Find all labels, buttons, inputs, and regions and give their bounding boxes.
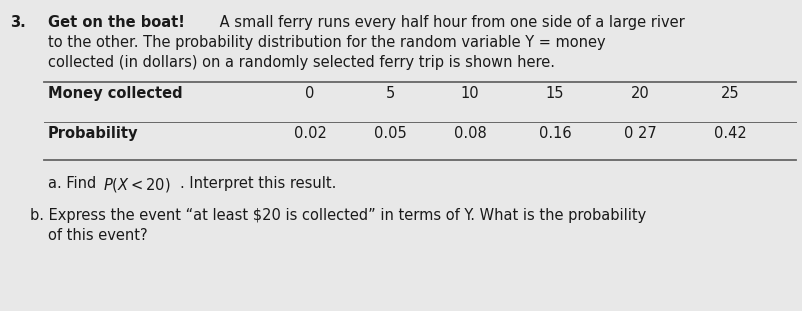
Text: 20: 20 — [630, 86, 649, 101]
Text: 10: 10 — [460, 86, 479, 101]
Text: 0.42: 0.42 — [713, 126, 745, 141]
Text: 0.08: 0.08 — [453, 126, 486, 141]
Text: 0 27: 0 27 — [623, 126, 655, 141]
Text: of this event?: of this event? — [48, 228, 148, 243]
Text: 0: 0 — [305, 86, 314, 101]
Text: 0.05: 0.05 — [373, 126, 406, 141]
Text: $P(X<20)$: $P(X<20)$ — [103, 176, 170, 194]
Text: 0.02: 0.02 — [294, 126, 326, 141]
Text: a. Find: a. Find — [48, 176, 101, 191]
Text: Probability: Probability — [48, 126, 138, 141]
Text: . Interpret this result.: . Interpret this result. — [180, 176, 336, 191]
Text: 3.: 3. — [10, 15, 26, 30]
Text: 15: 15 — [545, 86, 564, 101]
Text: Money collected: Money collected — [48, 86, 182, 101]
Text: Get on the boat!: Get on the boat! — [48, 15, 184, 30]
Text: 25: 25 — [719, 86, 739, 101]
Text: collected (in dollars) on a randomly selected ferry trip is shown here.: collected (in dollars) on a randomly sel… — [48, 55, 554, 70]
Text: 5: 5 — [385, 86, 394, 101]
Text: 0.16: 0.16 — [538, 126, 570, 141]
Text: to the other. The probability distribution for the random variable Y = money: to the other. The probability distributi… — [48, 35, 605, 50]
Text: A small ferry runs every half hour from one side of a large river: A small ferry runs every half hour from … — [215, 15, 684, 30]
Text: b. Express the event “at least $20 is collected” in terms of Y. What is the prob: b. Express the event “at least $20 is co… — [30, 208, 646, 223]
